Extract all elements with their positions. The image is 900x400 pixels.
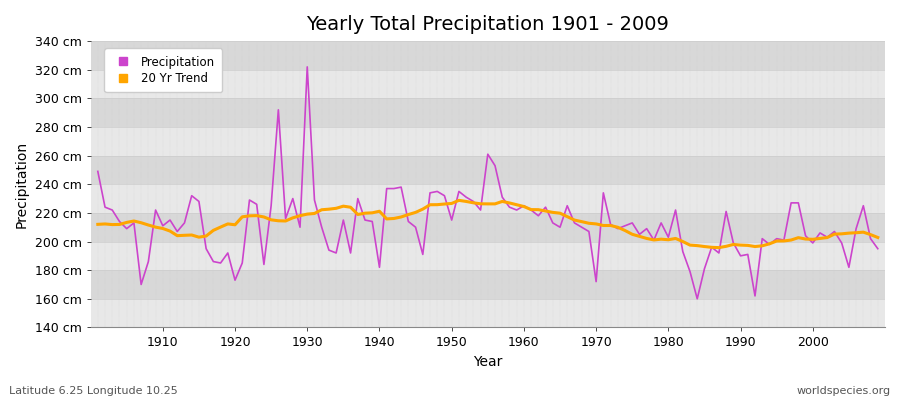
Bar [91,270,885,299]
Legend: Precipitation, 20 Yr Trend: Precipitation, 20 Yr Trend [104,48,222,92]
Bar [91,299,885,328]
Bar [91,127,885,156]
Bar [91,41,885,70]
X-axis label: Year: Year [473,355,502,369]
Bar [91,156,885,184]
Text: Latitude 6.25 Longitude 10.25: Latitude 6.25 Longitude 10.25 [9,386,178,396]
Y-axis label: Precipitation: Precipitation [15,141,29,228]
Bar [91,98,885,127]
Bar [91,242,885,270]
Bar [91,184,885,213]
Text: worldspecies.org: worldspecies.org [796,386,891,396]
Title: Yearly Total Precipitation 1901 - 2009: Yearly Total Precipitation 1901 - 2009 [306,15,670,34]
Bar [91,213,885,242]
Bar [91,70,885,98]
